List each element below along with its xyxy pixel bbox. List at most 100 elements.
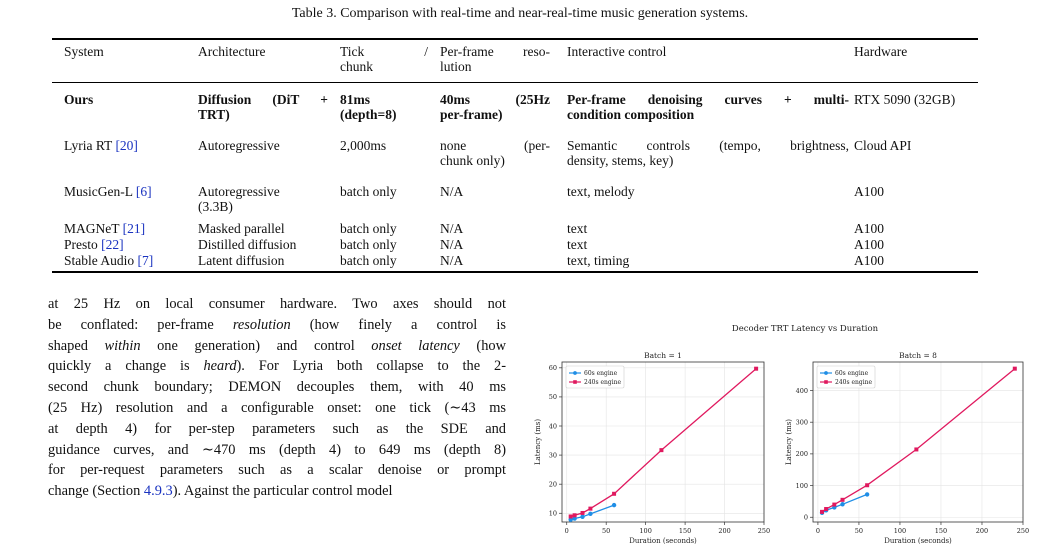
y-tick-label: 30: [549, 451, 557, 459]
system-name: MusicGen-L: [64, 184, 136, 199]
table-cell-control: text: [567, 221, 588, 236]
data-point: [1012, 366, 1017, 371]
text-segment: (25 Hz) resolution and a configurable on…: [48, 399, 506, 416]
system-name: Presto: [64, 237, 102, 252]
table-cell-architecture: Autoregressive: [198, 138, 280, 153]
legend-label: 60s engine: [584, 370, 618, 377]
y-tick-label: 20: [549, 480, 557, 488]
table-cell-architecture: Autoregressive (3.3B): [198, 184, 280, 214]
emphasis-text: within: [104, 337, 141, 354]
text-segment: at 25 Hz on local consumer hardware. Two…: [48, 296, 506, 312]
emphasis-text: heard: [203, 358, 237, 375]
data-point: [572, 516, 577, 521]
text-segment: quickly a change is: [48, 358, 204, 375]
legend-marker: [824, 380, 828, 384]
body-paragraph: at 25 Hz on local consumer hardware. Two…: [48, 294, 506, 502]
text-segment: at depth 4) for per-step parameters such…: [48, 420, 506, 437]
table-header-cell: Architecture: [198, 44, 266, 59]
data-point: [840, 502, 845, 507]
panel-title: Batch = 1: [644, 351, 682, 360]
y-tick-label: 40: [549, 422, 557, 430]
text-line: be conflated: per-frame resolution (how …: [48, 315, 506, 336]
table-cell-resolution: 40ms (25Hz per-frame): [440, 92, 550, 122]
table-header-rule: [52, 82, 978, 83]
table-cell-architecture: Masked parallel: [198, 221, 285, 236]
x-tick-label: 250: [758, 527, 770, 535]
emphasis-text: resolution: [232, 316, 291, 333]
legend-label: 60s engine: [835, 370, 869, 377]
x-tick-label: 100: [894, 527, 906, 535]
plot-frame: [561, 361, 765, 523]
table-cell-tick: 2,000ms: [340, 138, 387, 153]
data-point: [580, 510, 585, 515]
data-point: [754, 366, 759, 371]
text-segment: ). Against the particular control model: [172, 483, 393, 500]
table-cell-architecture: Latent diffusion: [198, 253, 285, 268]
citation-link[interactable]: [22]: [101, 237, 124, 252]
text-line: second chunk boundary; DEMON decouples t…: [48, 377, 506, 398]
table-header-cell: Per-frame reso-lution: [440, 44, 550, 74]
y-tick-label: 50: [549, 393, 557, 401]
citation-link[interactable]: [20]: [115, 138, 138, 153]
table-cell-tick: batch only: [340, 184, 397, 199]
x-tick-label: 250: [1017, 527, 1029, 535]
data-point: [568, 514, 573, 519]
data-point: [914, 447, 919, 452]
y-tick-label: 10: [549, 510, 557, 518]
table-top-rule: [52, 38, 978, 40]
panel-title: Batch = 8: [899, 351, 937, 360]
table-header-cell: Tick / chunk: [340, 44, 428, 74]
data-point: [572, 513, 577, 518]
table-cell-hardware: Cloud API: [854, 138, 912, 153]
table-cell-resolution: N/A: [440, 237, 464, 252]
text-segment: be conflated: per-frame: [48, 316, 233, 333]
table-header-cell: Interactive control: [567, 44, 667, 59]
table-cell-hardware: RTX 5090 (32GB): [854, 92, 956, 107]
legend-marker: [573, 371, 577, 375]
table-cell-hardware: A100: [854, 184, 884, 199]
text-segment: guidance curves, and ∼470 ms (depth 4) t…: [48, 441, 506, 458]
text-segment: second chunk boundary; DEMON decouples t…: [48, 379, 506, 396]
text-line: (25 Hz) resolution and a configurable on…: [48, 398, 506, 419]
x-tick-label: 200: [976, 527, 988, 535]
table-header-cell: System: [64, 44, 104, 59]
table-cell-resolution: none (per-chunk only): [440, 138, 550, 168]
table-cell-control: Semantic controls (tempo, brightness, den…: [567, 138, 849, 168]
citation-link[interactable]: [7]: [137, 253, 154, 268]
table-cell-hardware: A100: [854, 221, 884, 236]
text-segment: for per-request parameters such as a sca…: [48, 462, 506, 479]
text-segment: (how: [459, 337, 506, 354]
data-point: [832, 502, 837, 507]
table-cell-system: MusicGen-L [6]: [64, 184, 194, 199]
y-tick-label: 200: [796, 450, 808, 458]
citation-link[interactable]: [6]: [135, 184, 152, 199]
citation-link[interactable]: [21]: [122, 221, 146, 236]
legend-marker: [824, 371, 828, 375]
legend-label: 240s engine: [835, 379, 872, 386]
data-point: [580, 514, 585, 519]
data-point: [611, 502, 617, 508]
table-cell-system: Lyria RT [20]: [64, 138, 194, 153]
text-line: at depth 4) for per-step parameters such…: [48, 419, 506, 440]
text-line: for per-request parameters such as a sca…: [48, 460, 506, 481]
table-cell-control: text, melody: [567, 184, 635, 199]
text-segment: change (Section: [48, 483, 144, 500]
system-name: MAGNeT: [64, 221, 123, 236]
text-segment: one generation) and control: [140, 337, 372, 354]
table-cell-control: text, timing: [567, 253, 630, 268]
x-tick-label: 100: [639, 527, 651, 535]
table-cell-resolution: N/A: [440, 184, 464, 199]
latency-figure: Decoder TRT Latency vs Duration 0 50 100 150…: [520, 300, 1030, 545]
table-cell-hardware: A100: [854, 253, 884, 268]
table-caption: Table 3. Comparison with real-time and n…: [291, 6, 749, 21]
text-line: quickly a change is heard). For Lyria bo…: [48, 356, 506, 377]
table-cell-tick: batch only: [340, 237, 397, 252]
data-point: [824, 507, 829, 512]
table-cell-tick: 81ms (depth=8): [340, 92, 397, 122]
x-tick-label: 50: [602, 527, 610, 535]
table-header-cell: Hardware: [854, 44, 908, 59]
section-link[interactable]: 4.9.3: [143, 483, 173, 500]
data-point: [588, 506, 593, 511]
table-cell-resolution: N/A: [440, 253, 464, 268]
